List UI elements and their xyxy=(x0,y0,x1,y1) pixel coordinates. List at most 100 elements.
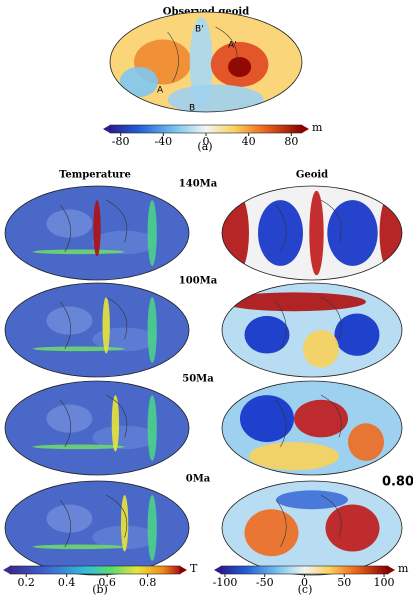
coastline xyxy=(59,494,128,547)
coastline xyxy=(59,394,128,447)
tick-label: 0 xyxy=(203,135,210,148)
map-blob xyxy=(348,423,384,461)
map-blob xyxy=(93,200,101,257)
map-blob xyxy=(325,504,380,552)
map xyxy=(5,283,189,377)
coastline xyxy=(275,394,342,447)
map-bg xyxy=(5,283,189,377)
map-border xyxy=(109,11,303,113)
map-blob xyxy=(258,200,303,266)
tick-label: -50 xyxy=(256,576,274,589)
map-blob xyxy=(244,315,290,354)
map-blob xyxy=(46,504,93,533)
map-blob xyxy=(276,490,348,510)
map-border xyxy=(221,282,403,378)
map-blob xyxy=(379,190,402,276)
map-blob xyxy=(32,249,125,255)
coastline xyxy=(59,199,128,252)
coastline xyxy=(275,296,342,349)
map-blob xyxy=(189,17,213,107)
map-blob xyxy=(327,200,378,266)
colorbar xyxy=(9,565,181,575)
map-blob xyxy=(334,313,380,356)
tick-label: 0 xyxy=(301,576,308,589)
coastline xyxy=(167,26,238,83)
coastline xyxy=(275,199,342,252)
map-blob xyxy=(32,544,125,550)
colorbar-arrow xyxy=(3,566,10,574)
tick-label: 0.4 xyxy=(58,576,76,589)
colorbar xyxy=(109,124,303,134)
map-border xyxy=(221,480,403,576)
map-blob xyxy=(147,495,157,561)
point-label: B' xyxy=(195,25,204,35)
tick-label: 80 xyxy=(284,135,298,148)
unit-label: m xyxy=(398,562,409,575)
map-bg xyxy=(5,481,189,575)
map-blob xyxy=(92,425,157,450)
map-blob xyxy=(303,330,339,368)
map-border xyxy=(221,185,403,281)
map xyxy=(222,381,402,475)
tick-label: 0.8 xyxy=(139,576,157,589)
map-bg xyxy=(5,381,189,475)
panel-title: Temperature xyxy=(59,170,131,181)
coastline xyxy=(59,296,128,349)
panel-title: Geoid xyxy=(296,170,328,181)
map-blob xyxy=(46,306,93,335)
map-border xyxy=(4,380,190,476)
caption: (c) xyxy=(298,583,313,596)
age-label: 100Ma xyxy=(179,276,218,287)
map-blob xyxy=(147,395,157,461)
colorbar-arrow xyxy=(214,566,221,574)
map-border xyxy=(4,480,190,576)
colorbar xyxy=(220,565,389,575)
map-blob xyxy=(167,84,264,112)
age-label: 140Ma xyxy=(179,179,218,190)
map-blob xyxy=(147,200,157,266)
caption: (b) xyxy=(92,583,108,596)
map-blob xyxy=(240,395,294,443)
age-label: 50Ma xyxy=(182,374,214,385)
map-blob xyxy=(46,404,93,433)
tick-label: -80 xyxy=(112,135,130,148)
map-blob xyxy=(249,442,339,471)
map xyxy=(5,481,189,575)
colorbar-arrow xyxy=(302,125,309,133)
map-blob xyxy=(228,57,252,77)
map-blob xyxy=(32,346,125,352)
age-label: 0Ma xyxy=(186,474,211,485)
tick-label: -40 xyxy=(154,135,172,148)
map-blob xyxy=(46,209,93,238)
map-blob xyxy=(119,67,158,97)
coastline xyxy=(275,494,342,547)
map xyxy=(110,12,302,112)
map xyxy=(5,186,189,280)
unit-label: m xyxy=(312,121,323,134)
colorbar-arrow xyxy=(388,566,395,574)
tick-label: 40 xyxy=(242,135,256,148)
map-blob xyxy=(294,399,348,438)
map-blob xyxy=(32,444,125,450)
map-blob xyxy=(147,297,157,363)
tick-label: 0.6 xyxy=(98,576,116,589)
map-blob xyxy=(244,509,299,557)
colorbar-arrow xyxy=(180,566,187,574)
point-label: A' xyxy=(228,41,237,51)
map xyxy=(222,283,402,377)
map-border xyxy=(4,185,190,281)
map-border xyxy=(4,282,190,378)
map xyxy=(222,186,402,280)
tick-label: -100 xyxy=(213,576,238,589)
map xyxy=(222,481,402,575)
map-blob xyxy=(309,190,324,276)
map-border xyxy=(221,380,403,476)
unit-label: T xyxy=(190,562,198,575)
map-blob xyxy=(102,297,110,354)
caption: (a) xyxy=(197,140,212,153)
point-label: B xyxy=(189,104,195,114)
tick-label: 100 xyxy=(374,576,395,589)
annotation: 0.80 xyxy=(382,475,413,490)
map xyxy=(5,381,189,475)
